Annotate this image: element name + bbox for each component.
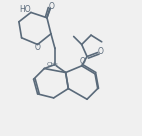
Text: CH₃: CH₃ [46, 62, 58, 67]
Text: O: O [79, 57, 85, 66]
Text: O: O [48, 2, 54, 11]
Text: O: O [98, 47, 104, 56]
Text: HO: HO [19, 5, 31, 14]
Text: O: O [34, 43, 40, 52]
